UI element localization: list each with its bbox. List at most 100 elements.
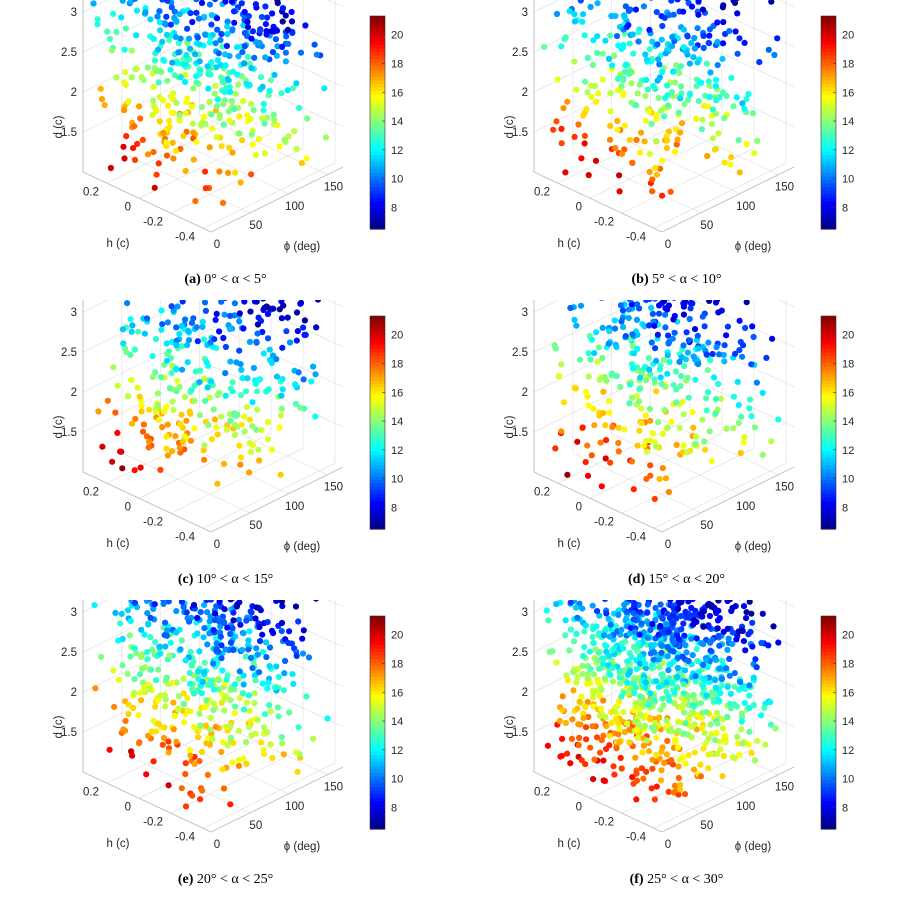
scatter-point <box>183 609 190 616</box>
scatter-point <box>143 771 150 778</box>
colorbar-segment <box>821 214 836 219</box>
scatter-point <box>216 600 223 605</box>
colorbar-segment <box>370 521 385 527</box>
scatter-point <box>626 689 633 696</box>
scatter-point <box>630 680 637 687</box>
scatter-point <box>181 78 189 86</box>
scatter-point <box>690 353 697 360</box>
scatter-point <box>235 762 242 769</box>
scatter-point <box>290 680 297 687</box>
scatter-point <box>202 168 209 175</box>
scatter-point <box>651 376 658 383</box>
scatter-point <box>585 373 592 380</box>
scatter-point <box>167 93 174 100</box>
scatter-point <box>615 611 622 618</box>
scatter-point <box>212 40 219 47</box>
x-tick-label: 0 <box>125 501 131 513</box>
scatter-point <box>685 96 692 103</box>
colorbar-segment <box>370 640 385 645</box>
scatter-point <box>748 361 755 368</box>
scatter-point <box>637 693 644 700</box>
scatter-point <box>222 370 229 377</box>
y-tick-label: 150 <box>324 782 343 794</box>
scatter-point <box>665 628 672 635</box>
scatter-point <box>255 136 262 143</box>
scatter-point <box>694 25 701 32</box>
colorbar-segment <box>370 193 385 198</box>
scatter-point <box>249 665 256 672</box>
scatter-point <box>668 88 675 96</box>
scatter-point <box>656 609 663 616</box>
scatter-point <box>212 610 219 617</box>
scatter-point <box>610 678 617 685</box>
colorbar-segment <box>821 786 836 791</box>
scatter-point <box>700 745 707 752</box>
scatter-point <box>176 383 183 390</box>
scatter-point <box>609 664 616 672</box>
scatter-point <box>642 117 649 124</box>
scatter-point <box>667 188 674 195</box>
scatter-point <box>652 164 659 171</box>
scatter-point <box>738 413 745 420</box>
scatter-point <box>164 77 171 84</box>
z-axis-label: d (c) <box>504 415 516 438</box>
scatter-point <box>731 0 739 6</box>
scatter-point <box>657 706 664 713</box>
scatter-point <box>587 3 594 11</box>
colorbar-segment <box>370 58 385 63</box>
panel-range: 5° < α < 10° <box>648 272 722 287</box>
scatter-point <box>183 417 190 424</box>
scatter-point <box>574 614 581 621</box>
scatter-point <box>655 631 662 638</box>
scatter-point <box>700 32 707 40</box>
panel-range: 20° < α < 25° <box>193 872 274 887</box>
scatter-point <box>582 459 589 466</box>
scatter-point <box>704 367 711 374</box>
scatter-point <box>168 303 175 310</box>
scatter-point <box>688 604 695 611</box>
colorbar-segment <box>370 175 385 180</box>
scatter-point <box>714 750 721 758</box>
scatter-point <box>675 636 682 643</box>
scatter-point <box>106 746 113 753</box>
scatter-point <box>226 52 233 60</box>
scatter-point <box>544 742 551 749</box>
scatter-point <box>144 732 152 739</box>
scatter-point <box>172 433 179 440</box>
scatter-point <box>648 339 655 346</box>
x-tick-label: -0.4 <box>626 231 646 243</box>
colorbar-segment <box>821 497 836 502</box>
scatter-point <box>193 9 200 16</box>
scatter-point <box>209 736 216 743</box>
scatter-point <box>226 326 233 333</box>
colorbar-tick-label: 12 <box>842 745 854 757</box>
scatter-point <box>266 644 274 651</box>
colorbar-segment <box>821 626 836 631</box>
scatter-point <box>161 724 168 731</box>
scatter-point <box>562 169 569 176</box>
scatter-point <box>201 456 208 463</box>
scatter-point <box>626 71 633 78</box>
scatter-point <box>683 329 690 336</box>
scatter-point <box>155 160 162 167</box>
panel-letter: (f) <box>629 872 644 887</box>
scatter-point <box>157 374 165 381</box>
colorbar-segment <box>821 782 836 787</box>
scatter-point <box>634 442 641 449</box>
scatter-point <box>611 52 618 60</box>
colorbar-segment <box>370 807 385 812</box>
scatter-point <box>127 0 135 5</box>
x-tick-label: -0.2 <box>143 816 163 828</box>
scatter-point <box>674 744 681 751</box>
scatter-point <box>278 628 285 635</box>
scatter-point <box>666 697 673 704</box>
scatter-point <box>633 316 641 323</box>
colorbar-segment <box>370 387 385 392</box>
scatter-point <box>605 398 613 405</box>
colorbar-segment <box>370 761 385 766</box>
colorbar-segment <box>821 511 836 516</box>
colorbar-segment <box>821 640 836 645</box>
colorbar-segment <box>370 415 385 420</box>
colorbar-segment <box>370 19 385 24</box>
colorbar-segment <box>821 701 836 706</box>
